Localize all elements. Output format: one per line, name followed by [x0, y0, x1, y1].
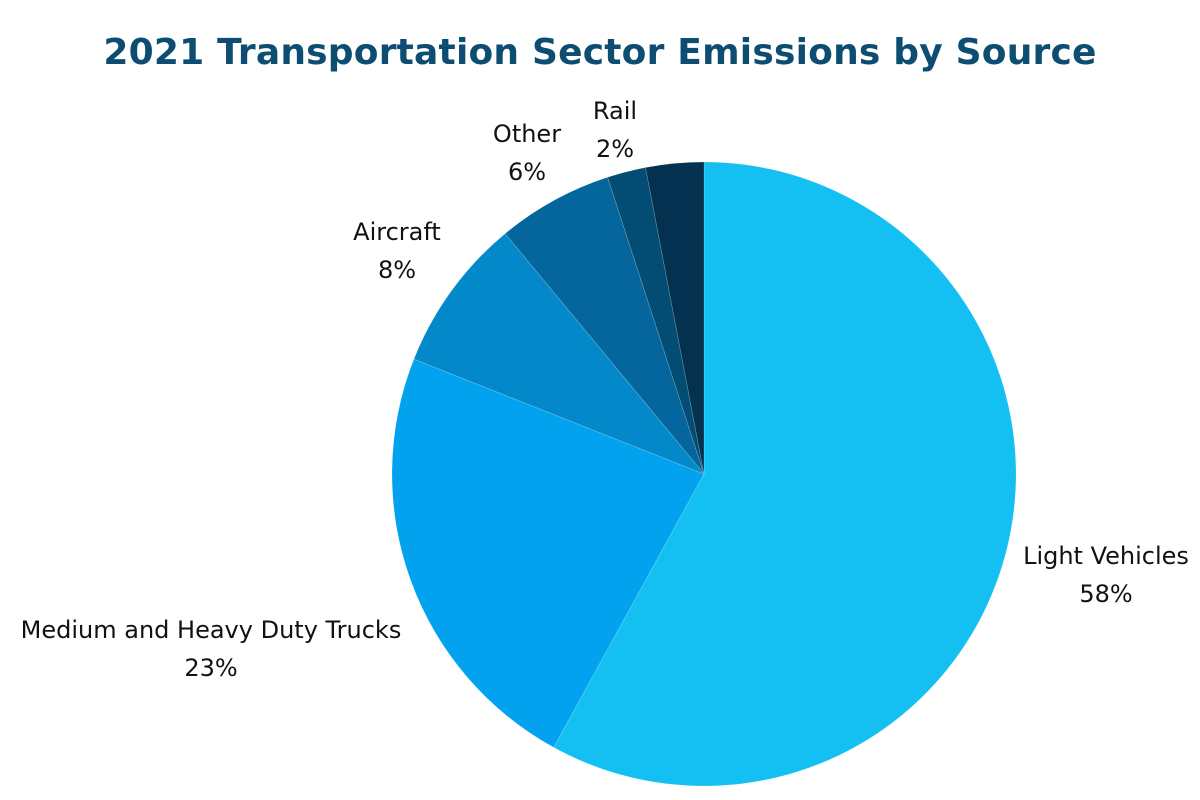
- slice-label-text: Light Vehicles: [1023, 542, 1189, 570]
- label-rail: Rail 2%: [593, 92, 637, 168]
- pie-slice-unlabeled: [645, 161, 705, 475]
- slice-value-text: 2%: [595, 135, 635, 163]
- chart-title: 2021 Transportation Sector Emissions by …: [103, 32, 1097, 73]
- slice-value-text: 6%: [507, 158, 547, 186]
- label-other: Other 6%: [493, 115, 561, 191]
- slice-label-text: Other: [492, 120, 562, 148]
- slice-value-text: 8%: [377, 256, 417, 284]
- slice-label-text: Rail: [592, 97, 638, 125]
- label-aircraft: Aircraft 8%: [353, 213, 441, 289]
- pie-slice-aircraft: [413, 233, 705, 475]
- slice-label-text: Aircraft: [353, 218, 441, 246]
- label-light-vehicles: Light Vehicles 58%: [1023, 537, 1189, 613]
- pie-slice-rail: [607, 167, 705, 475]
- pie-slice-light-vehicles: [553, 161, 1017, 787]
- slice-value-text: 58%: [1079, 580, 1133, 608]
- label-trucks: Medium and Heavy Duty Trucks 23%: [21, 611, 402, 687]
- pie-slice-medium-and-heavy-duty-trucks: [391, 358, 705, 748]
- pie-slice-other: [504, 176, 705, 475]
- slice-label-text: Medium and Heavy Duty Trucks: [20, 616, 402, 644]
- slice-value-text: 23%: [184, 654, 238, 682]
